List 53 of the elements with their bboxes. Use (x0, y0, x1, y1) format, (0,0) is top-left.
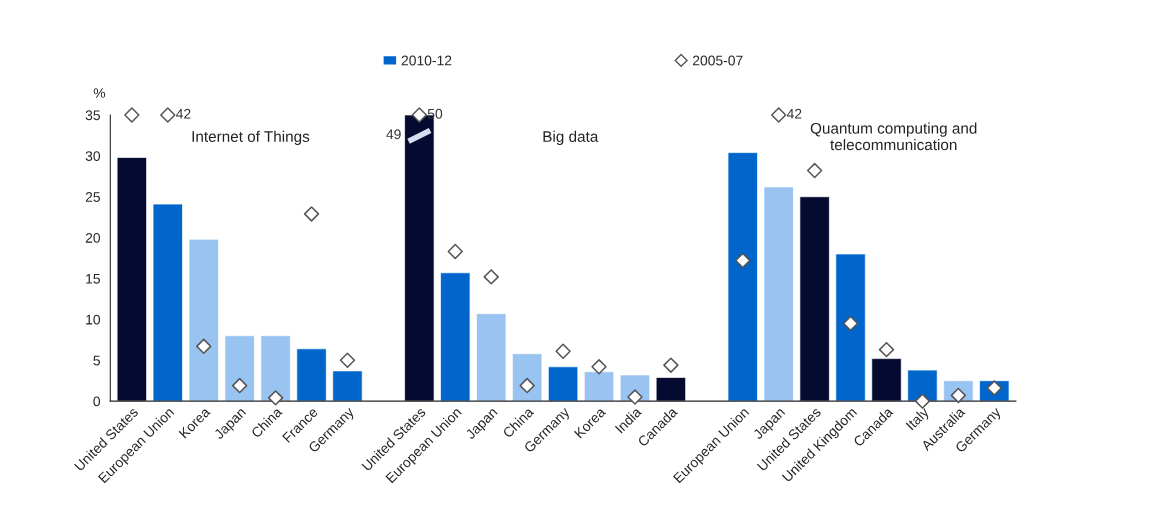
legend-label: 2010-12 (401, 55, 452, 66)
annotation: Big data (543, 130, 599, 145)
bar (835, 253, 866, 402)
point (267, 390, 284, 406)
annotation: 50 (427, 108, 443, 119)
annotation: Internet of Things (192, 130, 310, 145)
y-tick-label: 0 (93, 396, 101, 407)
bar (116, 157, 147, 402)
point (591, 359, 607, 375)
point (806, 162, 823, 179)
point (914, 393, 931, 409)
y-tick-label: 15 (86, 273, 100, 284)
point (483, 269, 499, 285)
point (160, 107, 176, 123)
point (231, 377, 248, 394)
point (627, 389, 643, 405)
bar (799, 196, 830, 402)
bar (188, 238, 219, 402)
point (842, 315, 859, 332)
bar (476, 313, 507, 402)
point (555, 343, 571, 359)
bar (260, 335, 291, 402)
bar (152, 203, 183, 402)
y-tick-label: 20 (85, 232, 101, 243)
y-tick-label: 30 (85, 151, 101, 162)
bar (332, 370, 363, 402)
point (303, 206, 320, 222)
y-tick-label: 25 (85, 192, 100, 202)
point (878, 341, 895, 358)
bar (512, 353, 543, 402)
bar (440, 272, 471, 402)
bar (655, 377, 686, 402)
annotation: Quantum computing and telecommunication (810, 122, 977, 151)
point (411, 107, 428, 123)
point (196, 338, 212, 355)
point (770, 107, 787, 123)
annotation: 42 (786, 108, 802, 119)
bar (727, 152, 758, 402)
y-tick-label: 5 (93, 355, 100, 366)
point (663, 357, 679, 373)
point (735, 252, 751, 269)
bar (296, 348, 327, 402)
annotation: 49 (386, 129, 401, 140)
point (447, 243, 463, 260)
y-tick-label: 35 (85, 110, 100, 121)
bar (548, 366, 579, 402)
bar (763, 186, 794, 402)
annotation: 42 (176, 108, 191, 119)
y-tick-label: 10 (86, 314, 101, 325)
point (339, 352, 356, 368)
y-axis-title: % (93, 88, 106, 98)
bar (224, 335, 255, 402)
legend-label: 2005-07 (692, 55, 743, 66)
